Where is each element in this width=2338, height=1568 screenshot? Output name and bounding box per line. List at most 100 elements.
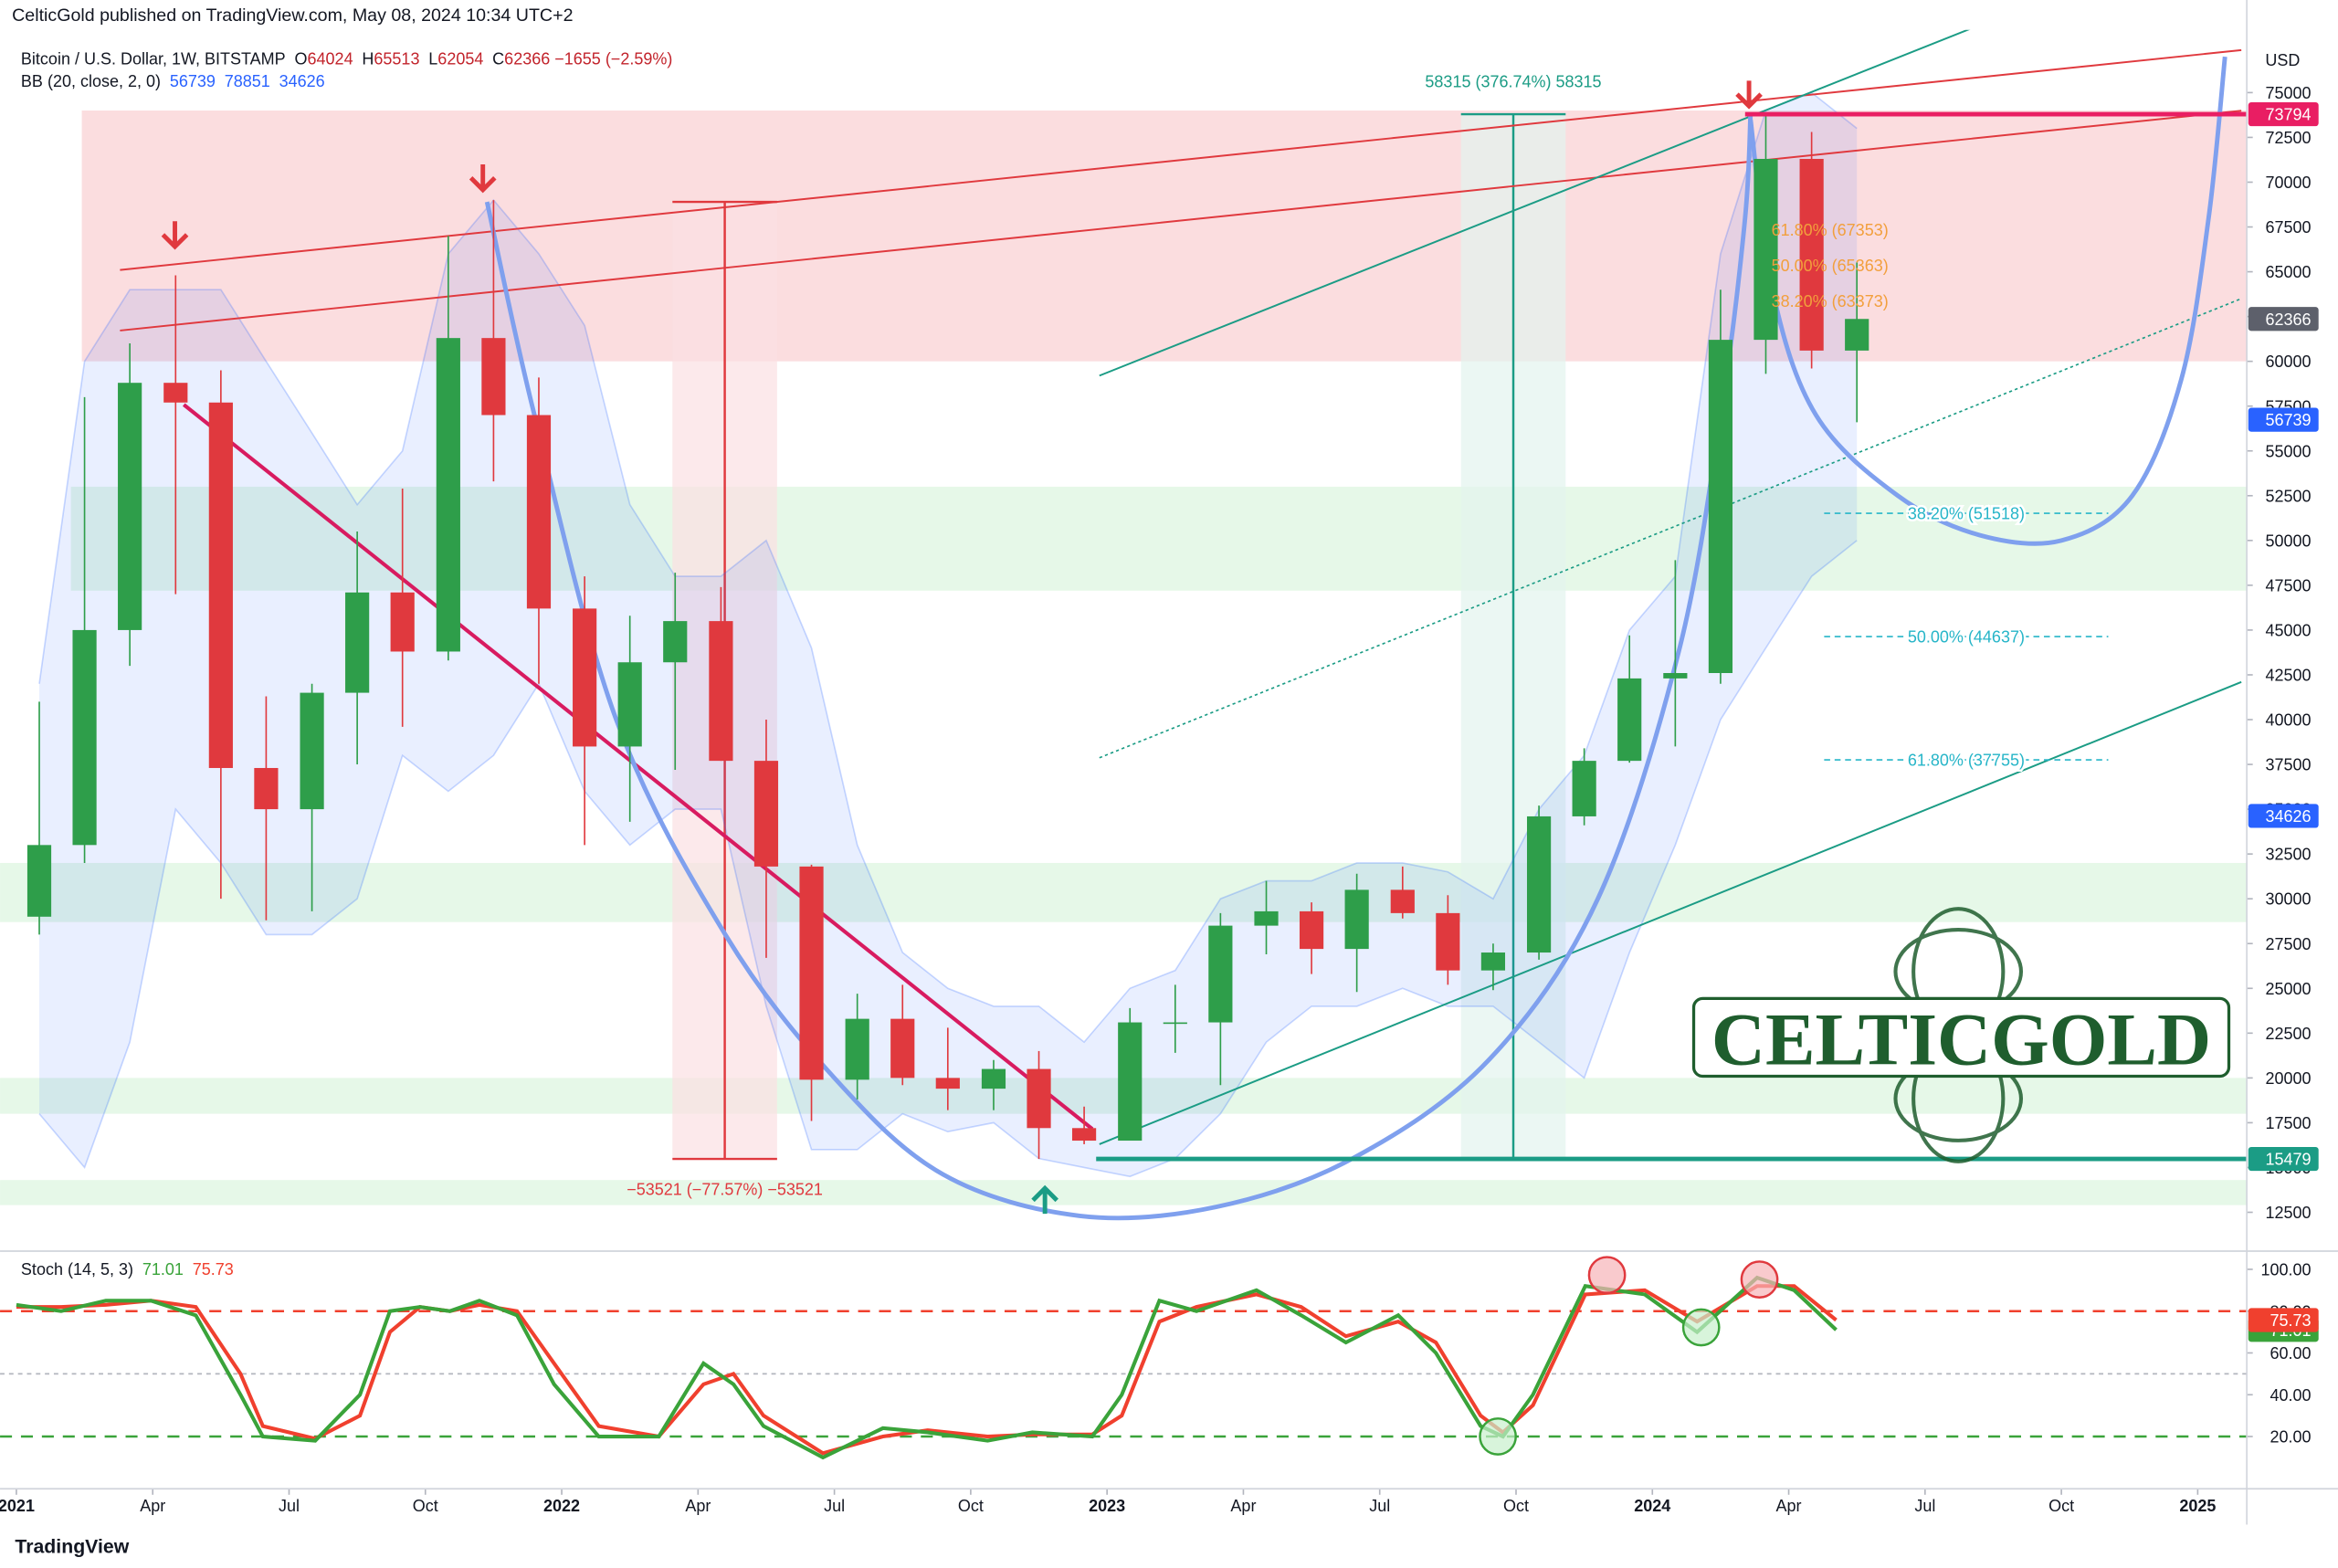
y-tick-label: 32500 <box>2265 846 2311 864</box>
candle-body <box>1617 678 1642 762</box>
candle-body <box>1299 910 1324 950</box>
y-tick-label: 45000 <box>2265 621 2311 639</box>
bb-title: BB (20, close, 2, 0) <box>21 72 161 90</box>
price-tag <box>2248 804 2319 828</box>
trend-line <box>1099 680 2242 1145</box>
stoch-title: Stoch (14, 5, 3) <box>21 1260 133 1279</box>
stoch-legend: Stoch (14, 5, 3) 71.01 75.73 <box>21 1260 234 1279</box>
cup-curve <box>484 113 1754 1221</box>
legend: Bitcoin / U.S. Dollar, 1W, BITSTAMP O6402… <box>21 49 672 68</box>
candle-body <box>118 383 142 630</box>
trend-line <box>120 110 2242 331</box>
candle-body <box>1663 673 1688 679</box>
y-tick-label: 40000 <box>2265 711 2311 730</box>
candle-body <box>1480 952 1506 971</box>
bb-value: 56739 <box>170 72 216 90</box>
published: CelticGold published on TradingView.com,… <box>12 5 573 26</box>
x-tick-label: Jul <box>1914 1497 1935 1515</box>
candle-body <box>1254 910 1279 926</box>
candle-body <box>26 845 52 917</box>
x-tick-label: 2024 <box>1634 1497 1670 1515</box>
candle-body <box>799 866 824 1080</box>
axes: 1250015000175002000022500250002750030000… <box>0 84 2319 1515</box>
y-tick-label: 17500 <box>2265 1114 2311 1132</box>
x-tick-label: Apr <box>685 1497 711 1515</box>
ohlc-label: H <box>362 49 374 68</box>
x-tick-label: Oct <box>958 1497 984 1515</box>
logo-frame <box>1691 996 2231 1079</box>
logo: CELTICGOLD <box>1691 907 2231 1163</box>
y-tick-label: 37500 <box>2265 756 2311 774</box>
candle-body <box>709 621 733 762</box>
stoch-tick-label: 40.00 <box>2270 1386 2311 1405</box>
x-tick-label: Oct <box>1503 1497 1529 1515</box>
main-pane: −53521 (−77.57%) −53521 58315 (376.74%) 5… <box>0 29 2248 1221</box>
candle-body <box>1754 158 1778 341</box>
zone <box>0 862 2248 922</box>
arrow <box>1735 80 1763 110</box>
candle-body <box>1344 889 1369 950</box>
y-tick-label: 47500 <box>2265 576 2311 595</box>
price-tag-label: 34626 <box>2265 807 2311 826</box>
x-tick-label: Oct <box>413 1497 438 1515</box>
ohlc-value: 64024 <box>308 49 353 68</box>
candle-body <box>1708 340 1733 674</box>
ohlc-value: 65513 <box>374 49 419 68</box>
x-tick-label: Apr <box>1776 1497 1802 1515</box>
currency: USD <box>2265 51 2300 69</box>
bb-lower <box>38 540 1858 1178</box>
ohlc-value: 62366 <box>504 49 550 68</box>
stoch-tick-label: 20.00 <box>2270 1428 2311 1447</box>
top-arrows <box>161 80 1763 250</box>
trend-line <box>182 403 1094 1131</box>
stoch-value: 75.73 <box>193 1260 234 1279</box>
candle-body <box>1845 319 1869 351</box>
fib-label: 61.80% (37755) <box>1908 752 2025 770</box>
stoch-tag-label: 75.73 <box>2270 1311 2311 1330</box>
candle-body <box>845 1018 869 1080</box>
candle-body <box>1799 158 1824 351</box>
candle-body <box>617 662 642 747</box>
candle-body <box>208 402 233 768</box>
symbol: Bitcoin / U.S. Dollar, 1W, BITSTAMP <box>21 49 286 68</box>
fib-label: 38.20% (51518) <box>1908 505 2025 523</box>
y-tick-label: 55000 <box>2265 442 2311 460</box>
logo-text: CELTICGOLD <box>1711 997 2211 1080</box>
candle-body <box>663 621 688 663</box>
stoch-tag <box>2248 1308 2319 1332</box>
bb-value: 78851 <box>225 72 270 90</box>
bb-value: 34626 <box>279 72 325 90</box>
x-tick-label: Jul <box>1369 1497 1390 1515</box>
trend-line <box>1099 29 1971 377</box>
x-tick-label: 2023 <box>1089 1497 1125 1515</box>
ohlc-label: L <box>428 49 437 68</box>
x-tick-label: 2022 <box>543 1497 580 1515</box>
candle-body <box>300 692 324 810</box>
x-tick-label: 2021 <box>0 1497 35 1515</box>
y-tick-label: 12500 <box>2265 1204 2311 1222</box>
measure-label: 58315 (376.74%) 58315 <box>1425 73 1601 91</box>
candle-body <box>935 1078 960 1089</box>
change: −1655 (−2.59%) <box>554 49 672 68</box>
stoch-tick-label: 60.00 <box>2270 1344 2311 1363</box>
y-tick-label: 60000 <box>2265 353 2311 371</box>
candle-body <box>1071 1128 1097 1142</box>
candle-body <box>1208 925 1233 1023</box>
price-tag-label: 62366 <box>2265 310 2311 329</box>
zone <box>81 110 2248 362</box>
x-tick-label: Apr <box>140 1497 165 1515</box>
zone <box>70 486 2248 591</box>
candle-body <box>981 1068 1006 1089</box>
price-tag <box>2248 101 2319 127</box>
y-tick-label: 25000 <box>2265 980 2311 998</box>
ohlc-value: 62054 <box>437 49 483 68</box>
candle-body <box>163 383 188 403</box>
ohlc: O64024 H65513 L62054 C62366 <box>295 49 551 68</box>
ohlc-label: O <box>295 49 308 68</box>
price-tag <box>2248 407 2319 432</box>
candle-body <box>254 767 279 810</box>
trend-line <box>120 48 2242 271</box>
candle-body <box>72 629 97 846</box>
